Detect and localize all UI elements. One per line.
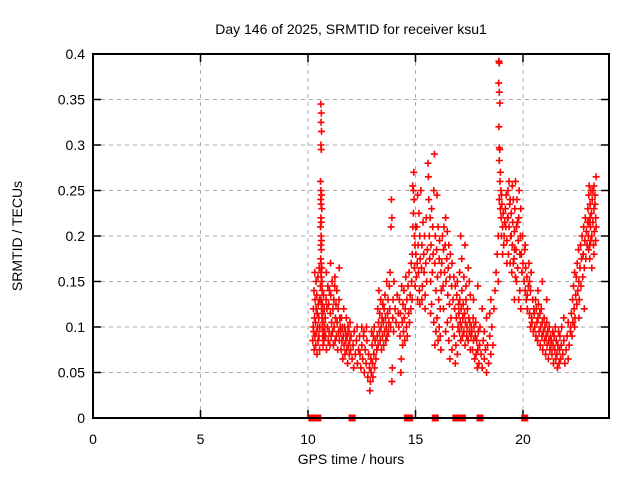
x-tick-label: 0 — [89, 431, 97, 447]
y-tick-label: 0.15 — [58, 274, 85, 290]
y-tick-label: 0.3 — [66, 137, 86, 153]
x-axis-label: GPS time / hours — [298, 451, 405, 467]
tick-labels: 0 5 10 15 20 0 0.05 0.1 0.15 0.2 0.25 0.3 0.35 0.4 — [58, 46, 531, 447]
x-tick-label: 15 — [408, 431, 424, 447]
y-tick-label: 0.4 — [66, 46, 86, 62]
x-tick-label: 20 — [515, 431, 531, 447]
x-tick-label: 10 — [300, 431, 316, 447]
y-axis-label: SRMTID / TECUs — [9, 181, 25, 291]
y-tick-label: 0.05 — [58, 365, 85, 381]
y-tick-label: 0 — [77, 410, 85, 426]
y-tick-label: 0.35 — [58, 92, 85, 108]
y-tick-label: 0.1 — [66, 319, 86, 335]
y-tick-label: 0.2 — [66, 228, 86, 244]
chart-title: Day 146 of 2025, SRMTID for receiver ksu… — [215, 21, 487, 37]
data-points — [309, 57, 600, 395]
y-tick-label: 0.25 — [58, 183, 85, 199]
scatter-series — [309, 57, 600, 395]
plot-border — [92, 53, 610, 419]
x-tick-label: 5 — [197, 431, 205, 447]
